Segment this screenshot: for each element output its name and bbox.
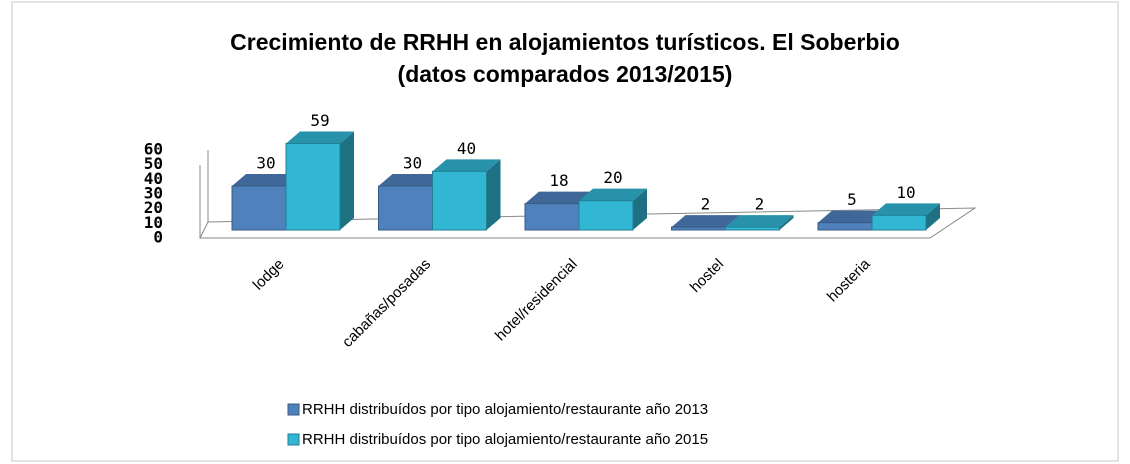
bar	[432, 159, 501, 231]
bar-top	[525, 191, 593, 204]
bar-top	[818, 210, 886, 223]
bar-side	[926, 203, 940, 230]
value-label: 20	[603, 168, 622, 187]
y-tick-label: 20	[144, 198, 163, 217]
bar	[578, 188, 647, 231]
value-label: 18	[549, 171, 568, 190]
bar-front	[285, 142, 341, 231]
bar-top	[671, 215, 740, 228]
bar-front	[817, 222, 873, 231]
chart-subtitle: (datos comparados 2013/2015)	[398, 61, 733, 87]
bar-front	[671, 226, 726, 231]
value-label: 5	[847, 190, 857, 209]
legend-swatch	[287, 403, 300, 416]
value-label: 2	[755, 195, 765, 214]
bar	[725, 215, 794, 231]
y-tick-label: 0	[153, 228, 163, 247]
bar-side	[486, 159, 501, 230]
bar-front	[871, 214, 927, 231]
y-tick-label: 40	[144, 169, 163, 188]
bar-top	[725, 215, 794, 228]
y-tick-label: 50	[144, 154, 163, 173]
value-label: 10	[896, 183, 915, 202]
bar-front	[378, 185, 433, 231]
value-label: 30	[256, 154, 275, 173]
legend-swatch	[287, 433, 300, 446]
bar	[285, 131, 354, 231]
bar-top	[872, 203, 940, 216]
bar	[524, 191, 593, 231]
bar-top	[378, 174, 447, 186]
y-tick-label: 60	[144, 140, 163, 159]
value-label: 30	[403, 154, 422, 173]
bar-top	[579, 188, 647, 201]
bar-top	[286, 131, 354, 144]
chart-title: Crecimiento de RRHH en alojamientos turí…	[230, 29, 900, 55]
legend-label: RRHH distribuídos por tipo alojamiento/r…	[302, 401, 708, 418]
y-tick-label: 10	[144, 213, 163, 232]
bar-front	[231, 185, 287, 231]
bar-front	[432, 170, 487, 231]
y-tick-label: 30	[144, 184, 163, 203]
bar	[871, 203, 940, 231]
legend-label: RRHH distribuídos por tipo alojamiento/r…	[302, 431, 708, 448]
bar-front	[725, 226, 780, 231]
bar-top	[232, 174, 300, 186]
value-label: 59	[310, 111, 329, 130]
value-label: 40	[457, 139, 476, 158]
bar-side	[340, 131, 354, 230]
bar-side	[779, 215, 794, 230]
bar-front	[578, 200, 634, 231]
bar-side	[633, 188, 647, 230]
value-label: 2	[701, 195, 711, 214]
bar-top	[432, 159, 501, 172]
bar-front	[524, 203, 580, 231]
